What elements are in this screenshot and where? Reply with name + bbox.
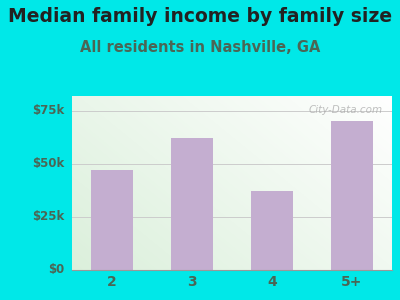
Bar <box>331 122 373 270</box>
Text: $75k: $75k <box>32 104 64 117</box>
Text: All residents in Nashville, GA: All residents in Nashville, GA <box>80 40 320 56</box>
Bar <box>251 191 293 270</box>
Text: $25k: $25k <box>32 211 64 224</box>
Bar <box>91 170 133 270</box>
Text: City-Data.com: City-Data.com <box>308 105 382 115</box>
Text: Median family income by family size: Median family income by family size <box>8 8 392 26</box>
Text: $0: $0 <box>48 263 64 277</box>
Text: $50k: $50k <box>32 158 64 170</box>
Bar <box>171 138 213 270</box>
